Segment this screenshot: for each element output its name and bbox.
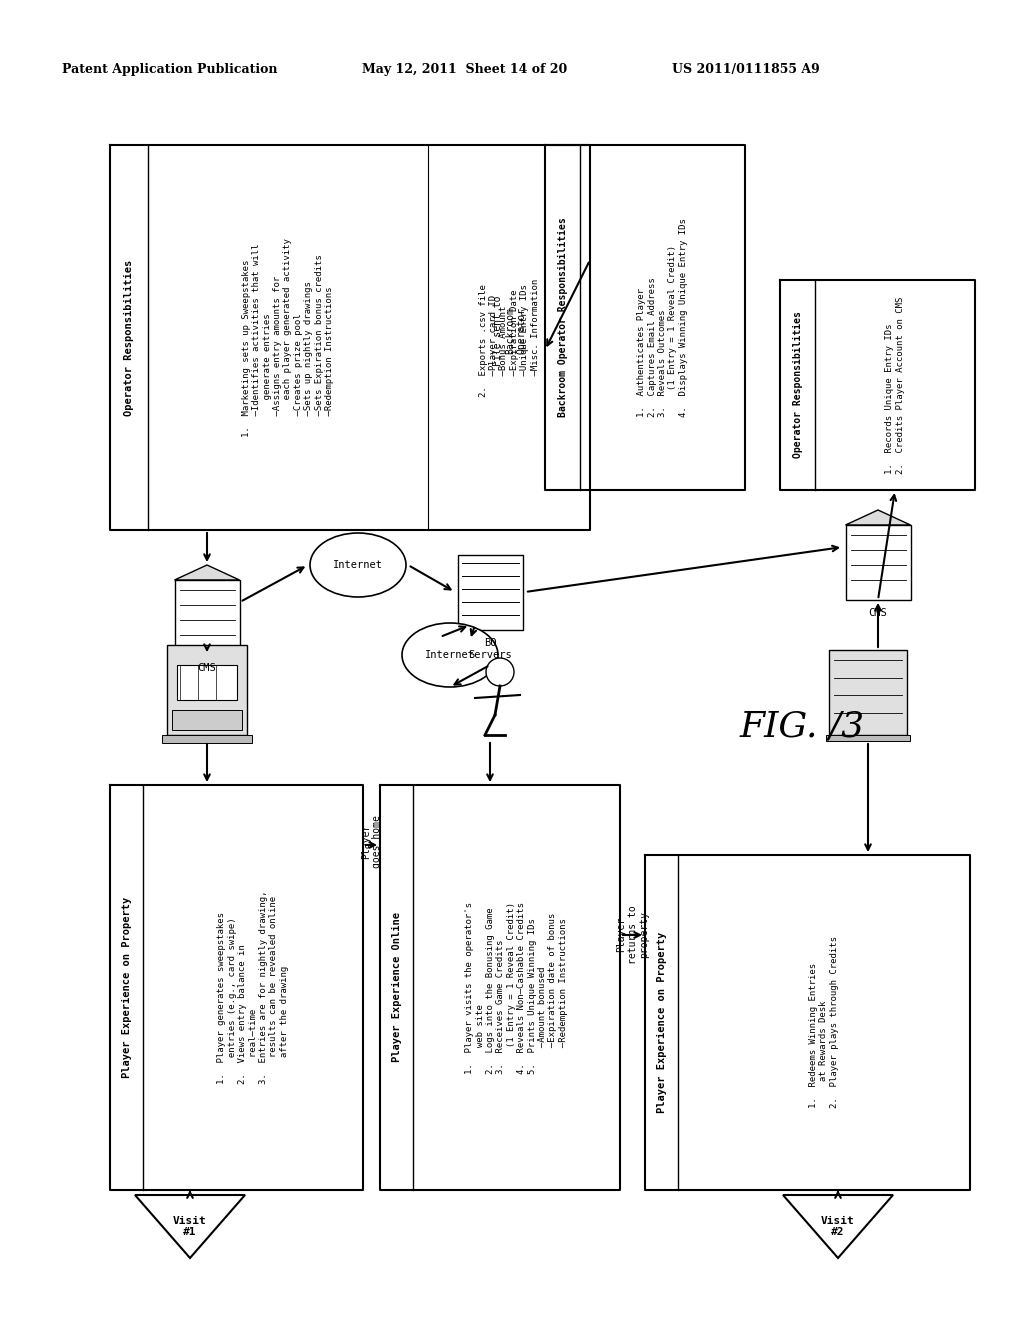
Text: File sent to
Backroom
Operator: File sent to Backroom Operator (494, 294, 526, 366)
Bar (829, 649, 907, 735)
Polygon shape (846, 510, 910, 525)
Text: 1.  Authenticates Player
2.  Captures Email Address
3.  Reveals Outcomes
     (1: 1. Authenticates Player 2. Captures Emai… (637, 218, 688, 417)
Text: 1.  Records Unique Entry IDs
2.  Credits Player Account on CMS: 1. Records Unique Entry IDs 2. Credits P… (886, 296, 904, 474)
Text: Patent Application Publication: Patent Application Publication (62, 63, 278, 77)
Bar (162, 735, 252, 743)
Text: US 2011/0111855 A9: US 2011/0111855 A9 (672, 63, 820, 77)
Bar (167, 645, 247, 735)
Bar (826, 735, 910, 741)
Text: 1.  Redeems Winning Entries
     at Rewards Desk
2.  Player plays through Credit: 1. Redeems Winning Entries at Rewards De… (809, 936, 839, 1109)
Ellipse shape (310, 533, 406, 597)
Text: Player Experience on Property: Player Experience on Property (656, 932, 667, 1113)
Text: Operator Responsibilities: Operator Responsibilities (793, 312, 803, 458)
Text: CMS: CMS (198, 663, 216, 673)
Text: BO
Servers: BO Servers (468, 638, 512, 660)
Bar (846, 525, 910, 601)
Text: FIG. /3: FIG. /3 (740, 710, 865, 744)
Text: 2.  Exports .csv file
    –Player card ID
    –Bonus Amount
    –Expiration Date: 2. Exports .csv file –Player card ID –Bo… (478, 279, 540, 396)
Circle shape (486, 657, 514, 686)
Text: Player
goes home: Player goes home (360, 814, 382, 867)
Text: Visit
#1: Visit #1 (173, 1216, 207, 1237)
Bar (177, 665, 237, 700)
Polygon shape (174, 565, 240, 579)
Text: CMS: CMS (868, 609, 888, 618)
Text: 1.  Player visits the operator's
     web site
2.  Logs into the Bonusing Game
3: 1. Player visits the operator's web site… (465, 902, 567, 1073)
Bar (458, 554, 522, 630)
Text: Player Experience on Property: Player Experience on Property (122, 896, 131, 1078)
Text: 1.  Player generates sweepstakes
     entries (e.g., card swipe)
2.  Views entry: 1. Player generates sweepstakes entries … (217, 891, 289, 1084)
Text: Internet: Internet (333, 560, 383, 570)
Text: 1.  Marketing sets up Sweepstakes
    –Identifies activities that will
       ge: 1. Marketing sets up Sweepstakes –Identi… (242, 238, 334, 437)
Text: Backroom Operator Responsibilities: Backroom Operator Responsibilities (557, 218, 567, 417)
Bar (172, 710, 242, 730)
Text: Player Experience Online: Player Experience Online (391, 912, 401, 1063)
Text: Visit
#2: Visit #2 (821, 1216, 855, 1237)
Bar (174, 579, 240, 655)
Text: Operator Responsibilities: Operator Responsibilities (124, 259, 134, 416)
Text: May 12, 2011  Sheet 14 of 20: May 12, 2011 Sheet 14 of 20 (362, 63, 567, 77)
Text: Player
returns to
property: Player returns to property (615, 906, 649, 964)
Text: Internet: Internet (425, 649, 475, 660)
Ellipse shape (402, 623, 498, 686)
